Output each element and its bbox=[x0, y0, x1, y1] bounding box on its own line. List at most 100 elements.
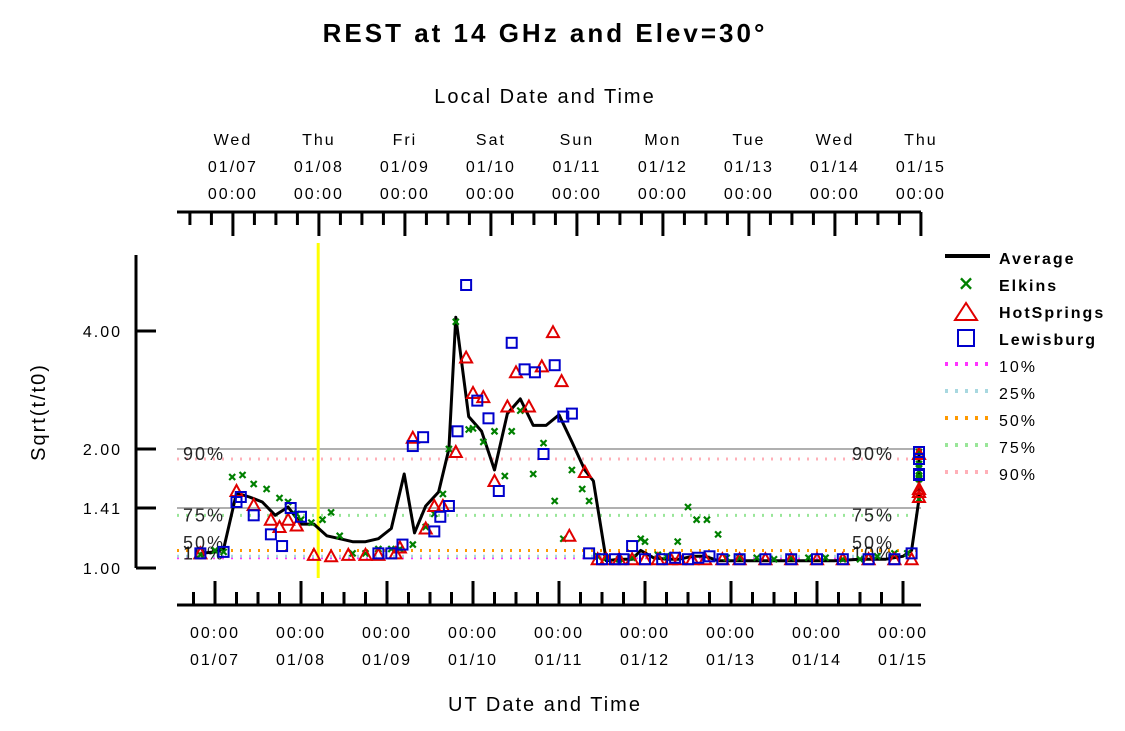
x-axis-label: UT Date and Time bbox=[448, 694, 642, 716]
point-elkins-stroke bbox=[219, 548, 228, 556]
x-ut-date-label-1: 01/08 bbox=[276, 652, 326, 669]
y-tick-label-0: 1.00 bbox=[83, 561, 122, 578]
y-tick-label-2: 2.00 bbox=[83, 442, 122, 459]
point-lewisburg bbox=[442, 500, 455, 512]
point-elkins-stroke bbox=[469, 424, 477, 433]
point-hotsprings bbox=[426, 497, 442, 512]
point-elkins-stroke bbox=[585, 497, 593, 505]
x-local-date-label-5: 01/12 bbox=[638, 159, 688, 176]
x-ut-date-label-2: 01/09 bbox=[362, 652, 412, 669]
point-lewisburg bbox=[264, 528, 277, 541]
point-hotsprings bbox=[289, 517, 305, 532]
point-lewisburg bbox=[703, 550, 716, 563]
point-lewisburg bbox=[608, 553, 621, 566]
point-lewisburg bbox=[913, 468, 925, 480]
x-local-time-label-2: 00:00 bbox=[380, 186, 430, 203]
legend-label-p75: 75% bbox=[999, 440, 1037, 457]
point-lewisburg bbox=[451, 425, 464, 438]
point-hotsprings bbox=[577, 463, 593, 478]
percentile-label-right-0: 90% bbox=[852, 444, 894, 464]
x-ut-date-label-7: 01/14 bbox=[792, 652, 842, 669]
point-lewisburg bbox=[888, 553, 901, 566]
point-elkins bbox=[856, 555, 864, 563]
point-elkins-stroke bbox=[568, 466, 576, 474]
x-local-time-label-4: 00:00 bbox=[552, 186, 602, 203]
point-lewisburg bbox=[583, 547, 596, 560]
point-hotsprings bbox=[911, 480, 927, 495]
point-elkins-stroke bbox=[804, 553, 813, 562]
point-elkins bbox=[550, 497, 559, 505]
point-elkins bbox=[307, 518, 316, 527]
point-elkins-stroke bbox=[578, 485, 586, 493]
point-elkins bbox=[327, 508, 335, 517]
point-hotsprings bbox=[697, 551, 713, 566]
point-hotsprings bbox=[340, 546, 356, 561]
point-lewisburg bbox=[492, 485, 505, 497]
point-lewisburg bbox=[913, 446, 925, 458]
x-local-day-label-2: Fri bbox=[393, 132, 418, 149]
percentile-label-right-1: 75% bbox=[852, 505, 894, 525]
point-hotsprings bbox=[306, 546, 322, 561]
point-elkins-stroke bbox=[856, 555, 864, 563]
point-elkins bbox=[641, 537, 649, 546]
point-lewisburg bbox=[811, 553, 823, 566]
point-elkins-stroke bbox=[249, 480, 258, 488]
point-elkins bbox=[507, 427, 516, 436]
point-elkins-stroke bbox=[409, 540, 417, 549]
point-elkins-stroke bbox=[516, 406, 525, 415]
point-lewisburg bbox=[295, 510, 307, 523]
chart-title: REST at 14 GHz and Elev=30° bbox=[323, 18, 768, 48]
x-local-day-label-1: Thu bbox=[302, 132, 336, 149]
point-elkins bbox=[873, 552, 881, 561]
point-elkins-stroke bbox=[445, 445, 453, 453]
x-local-date-label-4: 01/11 bbox=[552, 159, 601, 176]
point-elkins bbox=[275, 494, 284, 502]
point-elkins bbox=[770, 555, 778, 563]
point-hotsprings bbox=[448, 443, 464, 458]
point-elkins-stroke bbox=[636, 534, 645, 543]
point-lewisburg bbox=[505, 336, 518, 349]
point-lewisburg bbox=[217, 545, 230, 558]
point-elkins bbox=[568, 466, 576, 474]
point-elkins bbox=[529, 470, 537, 478]
point-elkins bbox=[219, 548, 228, 556]
point-elkins-stroke bbox=[318, 515, 327, 524]
point-lewisburg bbox=[276, 540, 289, 553]
x-local-date-label-7: 01/14 bbox=[810, 159, 860, 176]
x-local-date-label-6: 01/13 bbox=[724, 159, 774, 176]
percentile-label-left-1: 75% bbox=[183, 505, 225, 525]
top-axis-label: Local Date and Time bbox=[434, 86, 655, 108]
point-elkins-stroke bbox=[507, 427, 516, 436]
point-hotsprings bbox=[486, 472, 503, 487]
point-elkins bbox=[479, 438, 488, 446]
x-ut-time-label-0: 00:00 bbox=[190, 625, 240, 642]
series-line-average bbox=[200, 315, 921, 563]
point-lewisburg bbox=[548, 359, 561, 372]
point-lewisburg bbox=[372, 547, 385, 560]
x-local-day-label-0: Wed bbox=[214, 132, 253, 149]
point-lewisburg bbox=[557, 410, 570, 423]
point-elkins-stroke bbox=[770, 555, 778, 563]
point-lewisburg bbox=[385, 547, 398, 560]
point-lewisburg bbox=[836, 553, 849, 566]
x-local-day-label-5: Mon bbox=[644, 132, 681, 149]
point-elkins-stroke bbox=[490, 427, 499, 436]
point-elkins-stroke bbox=[501, 472, 509, 480]
point-lewisburg bbox=[406, 440, 419, 453]
x-local-day-label-7: Wed bbox=[816, 132, 855, 149]
x-local-day-label-6: Tue bbox=[732, 132, 765, 149]
legend-label-p50: 50% bbox=[999, 413, 1037, 430]
point-elkins bbox=[262, 485, 271, 493]
point-elkins bbox=[469, 424, 477, 433]
plot-area: 90% 90%75% 75%50% 50%10% 10%1.001.412.004.00… bbox=[83, 132, 944, 669]
point-elkins-stroke bbox=[211, 546, 219, 555]
legend-label-elkins: Elkins bbox=[999, 278, 1058, 295]
point-elkins-stroke bbox=[753, 553, 761, 562]
point-elkins-stroke bbox=[684, 503, 692, 511]
point-elkins bbox=[409, 540, 417, 549]
x-ut-date-label-0: 01/07 bbox=[190, 652, 240, 669]
point-lewisburg bbox=[434, 510, 447, 523]
point-hotsprings bbox=[458, 349, 474, 364]
point-elkins-stroke bbox=[307, 518, 316, 527]
point-elkins bbox=[445, 445, 453, 453]
